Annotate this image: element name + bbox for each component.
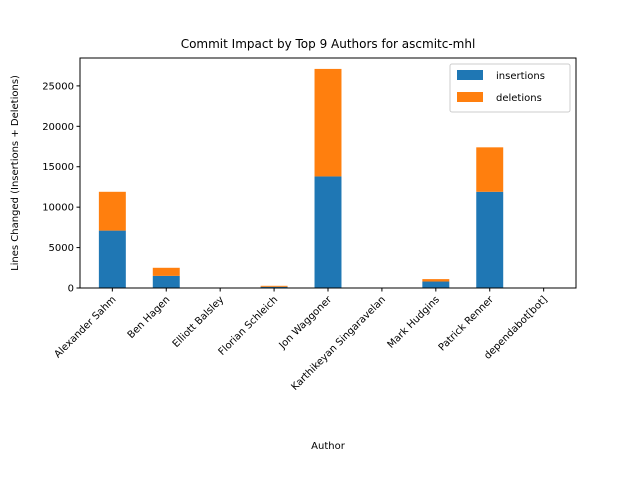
y-tick-label-0: 0 xyxy=(68,284,74,295)
bars-layer xyxy=(98,68,558,288)
bar-deletions-7 xyxy=(476,147,504,192)
y-axis-label: Lines Changed (Insertions + Deletions) xyxy=(10,75,21,271)
legend-label-deletions: deletions xyxy=(496,93,542,104)
x-axis-label: Author xyxy=(311,441,346,452)
bar-insertions-0 xyxy=(98,230,126,288)
y-tick-label-2: 10000 xyxy=(42,203,74,214)
bar-insertions-6 xyxy=(422,281,450,288)
y-tick-label-5: 25000 xyxy=(42,81,74,92)
legend-swatch-insertions xyxy=(457,70,483,80)
legend-swatch-deletions xyxy=(457,92,483,102)
bar-insertions-1 xyxy=(152,275,180,288)
bar-insertions-3 xyxy=(260,286,288,288)
bar-deletions-1 xyxy=(152,267,180,276)
bar-insertions-7 xyxy=(476,191,504,288)
bar-insertions-4 xyxy=(314,176,342,288)
legend-label-insertions: insertions xyxy=(496,71,545,82)
y-tick-label-1: 5000 xyxy=(49,243,74,254)
chart-title: Commit Impact by Top 9 Authors for ascmi… xyxy=(181,37,476,51)
bar-deletions-3 xyxy=(260,285,288,287)
y-axis: 0 5000 10000 15000 20000 25000 xyxy=(42,81,80,295)
y-tick-label-3: 15000 xyxy=(42,162,74,173)
bar-deletions-0 xyxy=(98,191,126,231)
legend: insertions deletions xyxy=(449,63,571,113)
y-tick-label-4: 20000 xyxy=(42,122,74,133)
bar-deletions-4 xyxy=(314,68,342,177)
bar-deletions-6 xyxy=(422,279,450,282)
